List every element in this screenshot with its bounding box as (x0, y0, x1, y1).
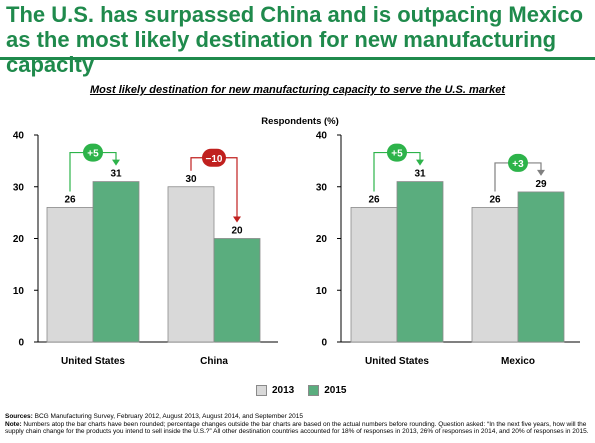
change-badge (387, 143, 407, 162)
data-label: 26 (64, 194, 76, 205)
y-tick-label: 20 (316, 234, 328, 245)
bar-2015 (92, 181, 140, 343)
change-arrowhead (537, 169, 545, 176)
y-tick-label: 20 (13, 234, 25, 245)
data-label: 29 (535, 179, 547, 190)
category-label: United States (61, 356, 125, 367)
change-arrowhead (416, 159, 424, 166)
bar-2015 (396, 181, 444, 343)
footnotes: Sources: BCG Manufacturing Survey, Febru… (5, 413, 591, 436)
change-badge-label: +5 (87, 149, 99, 160)
y-tick-label: 0 (18, 338, 24, 349)
category-label: Mexico (501, 356, 535, 367)
sources-label: Sources: (5, 413, 33, 420)
title-divider (0, 57, 595, 60)
change-badge-label: −10 (206, 154, 223, 165)
bar-2013 (167, 186, 215, 343)
data-label: 31 (110, 169, 122, 180)
y-tick-label: 0 (321, 338, 327, 349)
legend-label-2013: 2013 (272, 384, 295, 396)
data-label: 26 (489, 194, 501, 205)
y-tick-label: 30 (316, 182, 328, 193)
data-label: 31 (414, 169, 426, 180)
change-arrowhead (112, 159, 120, 166)
bar-2013 (471, 207, 519, 343)
y-tick-label: 40 (316, 131, 328, 142)
bar-2013 (46, 207, 94, 343)
note-text: Numbers atop the bar charts have been ro… (5, 420, 589, 436)
page-title: The U.S. has surpassed China and is outp… (6, 2, 584, 77)
legend-label-2015: 2015 (324, 384, 347, 396)
category-label: United States (365, 356, 429, 367)
change-badge (83, 143, 103, 162)
bar-charts: 0 10 20 30 40 26 31 United States +5 30 20 China −10… (13, 116, 580, 367)
category-label: China (200, 356, 228, 367)
change-badge (202, 148, 226, 167)
legend-swatch-2015 (308, 384, 320, 396)
change-badge-label: +5 (391, 149, 403, 160)
legend-swatch-2013 (256, 384, 267, 396)
chart-subtitle: Most likely destination for new manufact… (89, 84, 506, 96)
sources-line: Sources: BCG Manufacturing Survey, Febru… (5, 413, 591, 421)
sources-text: BCG Manufacturing Survey, February 2012,… (34, 413, 303, 420)
y-tick-label: 10 (316, 286, 328, 297)
note-label: Note: (5, 420, 22, 428)
data-label: 26 (368, 194, 380, 205)
y-tick-label: 40 (13, 131, 25, 142)
data-label: 20 (231, 226, 243, 237)
legend-item-2015: 2015 (308, 384, 347, 396)
bar-2015 (517, 191, 565, 343)
y-tick-label: 10 (13, 286, 25, 297)
legend: 2013 2015 (256, 383, 361, 397)
change-arrowhead (233, 216, 241, 223)
note-line: Note: Numbers atop the bar charts have b… (5, 421, 591, 436)
legend-item-2013: 2013 (256, 384, 295, 396)
change-badge-label: +3 (512, 159, 524, 170)
bar-2015 (213, 238, 261, 343)
data-label: 30 (185, 174, 197, 185)
bar-2013 (350, 207, 398, 343)
change-badge (508, 153, 528, 172)
panel-title: Respondents (%) (261, 116, 339, 127)
y-tick-label: 30 (13, 182, 25, 193)
